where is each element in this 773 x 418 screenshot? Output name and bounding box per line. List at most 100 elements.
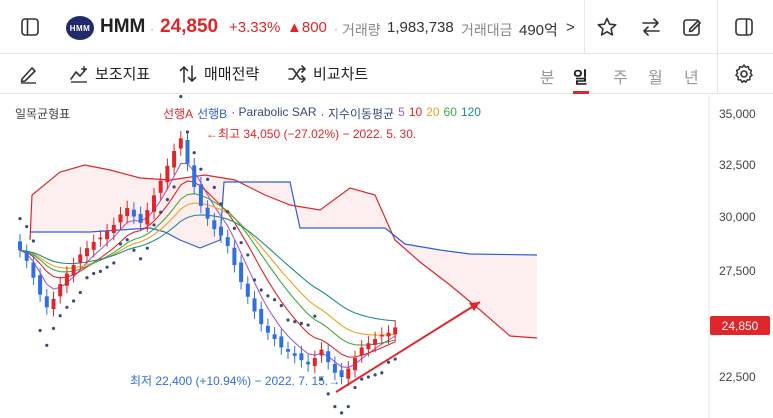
price-chart[interactable] bbox=[0, 95, 773, 418]
candle-body bbox=[38, 275, 43, 295]
candle-body bbox=[118, 214, 123, 223]
sar-dot bbox=[72, 299, 76, 303]
volume-value: 1,983,738 bbox=[387, 19, 454, 36]
candle-body bbox=[366, 343, 371, 350]
sar-dot bbox=[125, 238, 129, 242]
sar-dot bbox=[192, 151, 196, 155]
sar-dot bbox=[85, 276, 89, 280]
trend-arrow-head bbox=[469, 302, 480, 311]
legend-ma: · 지수이동평균 bbox=[320, 107, 395, 121]
ma-line-10 bbox=[19, 180, 396, 358]
period-month[interactable]: 월 bbox=[648, 70, 663, 87]
sar-dot bbox=[286, 318, 290, 322]
period-week[interactable]: 주 bbox=[613, 70, 628, 87]
sar-dot bbox=[252, 278, 257, 282]
amount-label: 거래대금 bbox=[461, 22, 513, 38]
period-minute[interactable]: 분 bbox=[540, 70, 555, 87]
sar-dot bbox=[199, 167, 203, 171]
separator-dot: · bbox=[150, 22, 154, 36]
sar-dot bbox=[353, 385, 357, 390]
change-amount: ▲800 bbox=[287, 19, 327, 36]
candle-body bbox=[24, 251, 29, 261]
low-annotation: 최저 22,400 (+10.94%) − 2022. 7. 15.→ bbox=[130, 374, 341, 388]
settings-gear-icon[interactable] bbox=[733, 63, 755, 85]
candle-body bbox=[131, 209, 136, 217]
sar-dot bbox=[279, 304, 283, 308]
chart-legend: 선행A 선행B · Parabolic SAR · 지수이동평균 5 10 20… bbox=[163, 105, 481, 122]
period-day[interactable]: 일 bbox=[573, 70, 588, 87]
panel-toggle-icon[interactable] bbox=[734, 17, 754, 37]
change-percent: +3.33% bbox=[229, 19, 281, 36]
candle-body bbox=[18, 241, 22, 251]
trend-arrow-line bbox=[335, 301, 481, 393]
candle-body bbox=[125, 208, 130, 217]
y-tick-label: 30,000 bbox=[719, 210, 756, 224]
strategy-label: 매매전략 bbox=[204, 66, 260, 83]
legend-span-b: 선행B bbox=[197, 107, 228, 121]
candle-body bbox=[379, 334, 384, 337]
candle-body bbox=[98, 237, 103, 240]
candle-body bbox=[332, 363, 337, 373]
candle-body bbox=[165, 165, 170, 183]
sar-dot bbox=[246, 253, 250, 257]
candle-body bbox=[359, 347, 364, 356]
sar-dot bbox=[373, 373, 377, 377]
high-annotation: ←최고 34,050 (−27.02%) − 2022. 5. 30. bbox=[206, 127, 417, 141]
candle-body bbox=[178, 138, 183, 149]
candle-body bbox=[105, 231, 110, 240]
candle-body bbox=[138, 213, 143, 223]
candle-body bbox=[58, 284, 63, 297]
candle-body bbox=[85, 248, 89, 257]
legend-ma10: 10 bbox=[408, 105, 423, 119]
legend-ma120: 120 bbox=[460, 105, 481, 119]
candle-body bbox=[393, 327, 398, 335]
candle-body bbox=[44, 296, 49, 308]
candle-body bbox=[286, 349, 290, 352]
legend-ma20: 20 bbox=[426, 105, 440, 119]
legend-span-a: 선행A bbox=[163, 107, 194, 121]
legend-sar: · Parabolic SAR bbox=[231, 105, 317, 119]
sar-dot bbox=[98, 269, 102, 273]
draw-pen-icon[interactable] bbox=[18, 64, 40, 84]
swap-arrows-icon[interactable] bbox=[640, 16, 662, 38]
candle-body bbox=[252, 298, 257, 312]
candle-body bbox=[279, 336, 284, 348]
sar-dot bbox=[393, 357, 397, 361]
candle-body bbox=[71, 265, 76, 276]
compare-button[interactable]: 비교차트 bbox=[287, 63, 368, 84]
sar-dot bbox=[226, 210, 230, 214]
star-icon[interactable] bbox=[596, 16, 618, 38]
sar-dot bbox=[366, 375, 370, 379]
sar-dot bbox=[118, 242, 123, 246]
sidebar-toggle-icon[interactable] bbox=[20, 17, 40, 37]
strategy-button[interactable]: 매매전략 bbox=[178, 63, 259, 84]
candle-body bbox=[64, 273, 69, 286]
sar-dot bbox=[346, 404, 350, 409]
candle-body bbox=[91, 241, 96, 250]
divider bbox=[717, 54, 718, 94]
parabolic-sar bbox=[18, 95, 397, 415]
sar-dot bbox=[31, 239, 35, 243]
candle-body bbox=[353, 357, 357, 371]
active-period-indicator bbox=[573, 91, 589, 94]
candle-body bbox=[265, 325, 270, 333]
sar-dot bbox=[360, 377, 364, 381]
indicator-button[interactable]: 보조지표 bbox=[69, 63, 150, 84]
more-arrow-icon[interactable]: > bbox=[566, 19, 575, 36]
ticker-name[interactable]: HMM bbox=[100, 16, 146, 37]
sar-dot bbox=[306, 323, 310, 327]
candle-body bbox=[346, 368, 351, 379]
sar-dot bbox=[219, 202, 223, 206]
sar-dot bbox=[266, 294, 270, 298]
sar-dot bbox=[45, 343, 49, 347]
sar-dot bbox=[132, 248, 136, 252]
candle-body bbox=[386, 332, 391, 337]
cloud-fill bbox=[30, 165, 537, 338]
period-year[interactable]: 년 bbox=[684, 70, 699, 87]
edit-icon[interactable] bbox=[681, 16, 703, 38]
ma-line-60 bbox=[19, 193, 396, 346]
sar-dot bbox=[92, 271, 96, 276]
candle-body bbox=[205, 207, 210, 219]
candle-body bbox=[299, 353, 304, 361]
sar-dot bbox=[206, 177, 210, 181]
